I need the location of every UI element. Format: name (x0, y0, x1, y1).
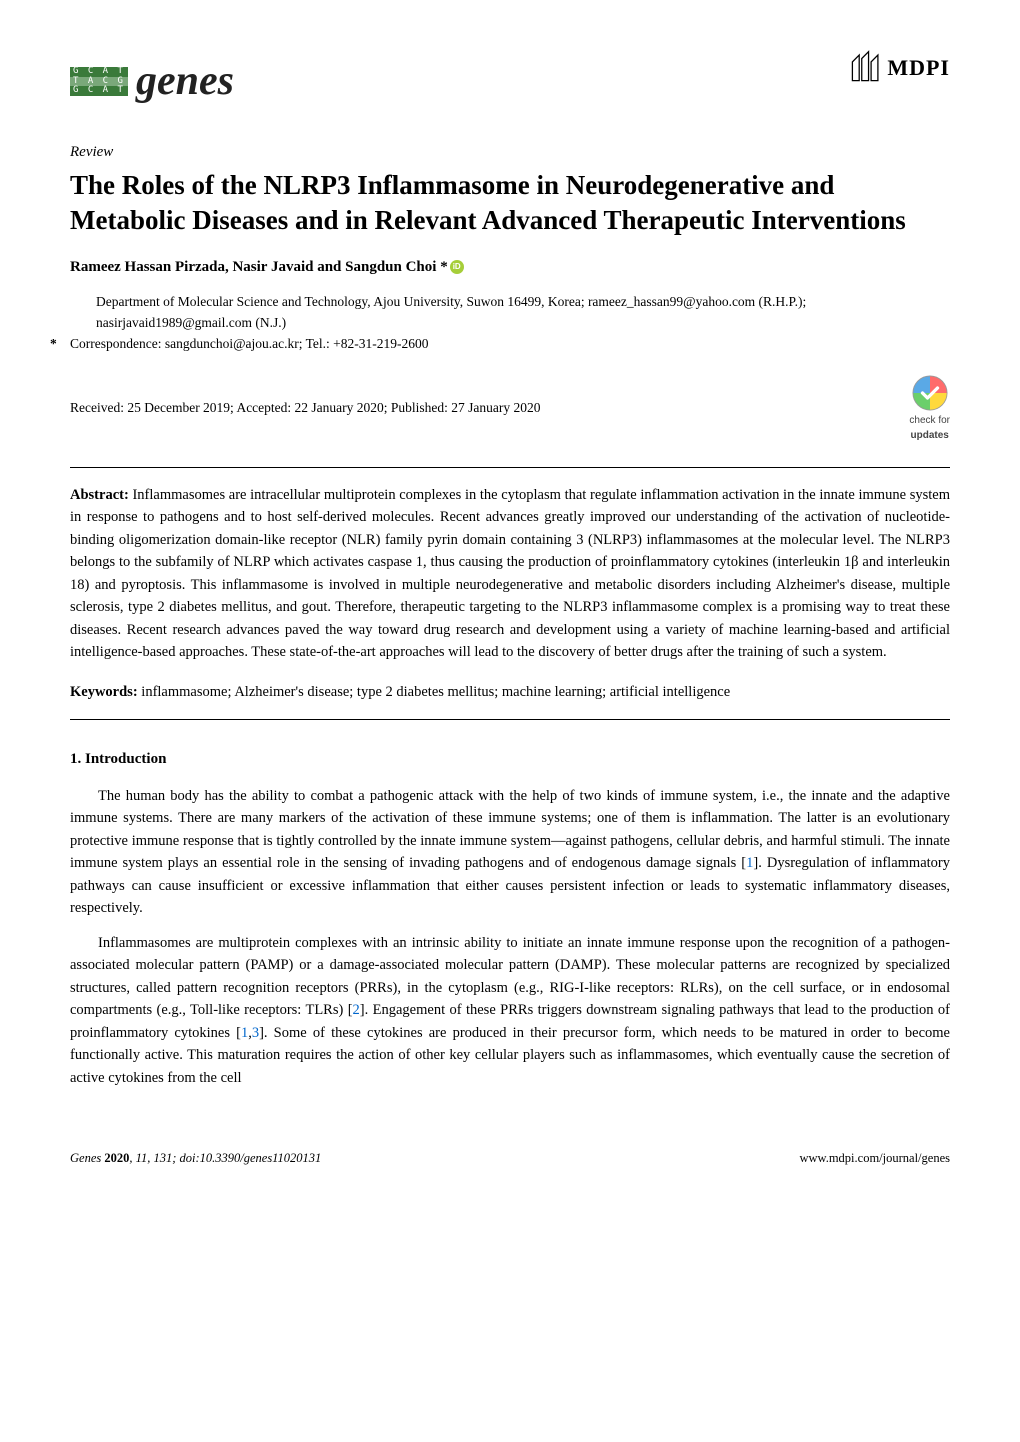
correspondence-marker: * (50, 334, 70, 355)
footer-journal-link[interactable]: www.mdpi.com/journal/genes (799, 1149, 950, 1168)
authors-text: Rameez Hassan Pirzada, Nasir Javaid and … (70, 259, 448, 275)
footer-row: Genes 2020, 11, 131; doi:10.3390/genes11… (70, 1149, 950, 1168)
article-title: The Roles of the NLRP3 Inflammasome in N… (70, 168, 950, 238)
keywords-text: inflammasome; Alzheimer's disease; type … (138, 684, 731, 700)
abstract-block: Abstract: Inflammasomes are intracellula… (70, 467, 950, 721)
section-heading-intro: 1. Introduction (70, 748, 950, 771)
publisher-logo: MDPI (849, 50, 950, 84)
abstract-paragraph: Abstract: Inflammasomes are intracellula… (70, 484, 950, 664)
crossmark-icon (910, 373, 950, 413)
correspondence-line: *Correspondence: sangdunchoi@ajou.ac.kr;… (70, 334, 950, 355)
orcid-icon[interactable] (450, 260, 464, 274)
crossmark-badge[interactable]: check for updates (909, 373, 950, 443)
journal-logo: G C A T T A C G G C A T genes (70, 50, 234, 113)
ref-link-4[interactable]: 3 (252, 1025, 259, 1041)
footer-year: 2020 (104, 1151, 129, 1165)
article-type: Review (70, 141, 950, 164)
keywords-label: Keywords: (70, 684, 138, 700)
dates-row: Received: 25 December 2019; Accepted: 22… (70, 373, 950, 443)
crossmark-label: check for (909, 413, 950, 428)
logo-sequence-block: G C A T T A C G G C A T (70, 67, 128, 97)
affiliation-text: Department of Molecular Science and Tech… (96, 292, 950, 334)
footer-rest: , 11, 131; doi:10.3390/genes11020131 (129, 1151, 321, 1165)
footer-journal: Genes (70, 1151, 104, 1165)
journal-name: genes (136, 50, 234, 113)
mdpi-icon (849, 50, 883, 84)
authors-line: Rameez Hassan Pirzada, Nasir Javaid and … (70, 256, 950, 279)
keywords-paragraph: Keywords: inflammasome; Alzheimer's dise… (70, 682, 950, 704)
dates-text: Received: 25 December 2019; Accepted: 22… (70, 398, 541, 418)
intro-para-1: The human body has the ability to combat… (70, 785, 950, 920)
ref-link-2[interactable]: 2 (353, 1002, 360, 1018)
correspondence-text: Correspondence: sangdunchoi@ajou.ac.kr; … (70, 336, 429, 351)
crossmark-sub: updates (911, 428, 949, 443)
footer-left: Genes 2020, 11, 131; doi:10.3390/genes11… (70, 1149, 321, 1168)
affiliation-block: Department of Molecular Science and Tech… (70, 292, 950, 355)
abstract-label: Abstract: (70, 487, 129, 503)
publisher-name: MDPI (887, 51, 950, 84)
intro-para-2: Inflammasomes are multiprotein complexes… (70, 932, 950, 1089)
abstract-text: Inflammasomes are intracellular multipro… (70, 487, 950, 660)
header-row: G C A T T A C G G C A T genes MDPI (70, 50, 950, 113)
logo-line-3: G C A T (70, 86, 128, 96)
